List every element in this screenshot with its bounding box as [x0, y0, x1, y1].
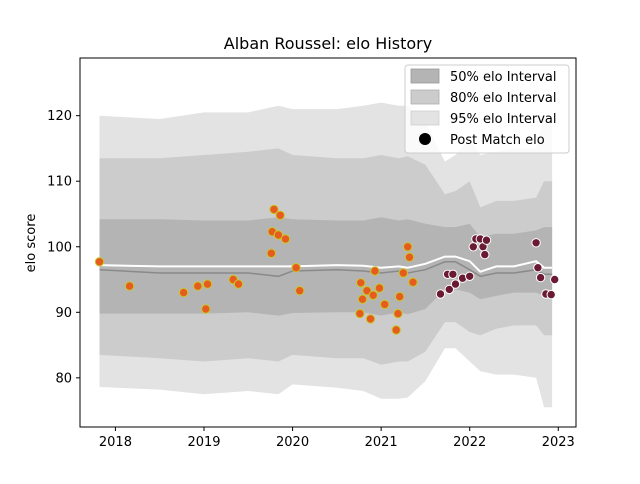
data-point — [391, 325, 401, 335]
data-point — [275, 210, 285, 221]
data-point — [444, 284, 454, 295]
data-point — [365, 314, 376, 324]
data-point — [546, 289, 556, 300]
axes: 2018 2019 2020 2021 2022 2023 80 90 100 110 120 — [47, 57, 577, 450]
data-point — [481, 235, 492, 245]
data-point — [178, 287, 189, 298]
legend-swatch-50 — [410, 68, 440, 84]
x-tick-label: 2023 — [542, 435, 575, 450]
legend-marker-post-match — [419, 133, 431, 145]
data-point — [362, 286, 372, 296]
legend-label-95: 95% elo Interval — [450, 112, 557, 127]
data-point — [357, 294, 368, 304]
y-tick-label: 80 — [55, 371, 72, 386]
x-tick-label: 2018 — [99, 435, 132, 450]
data-point — [355, 308, 365, 319]
data-point — [280, 234, 291, 244]
data-point — [193, 281, 203, 291]
data-point — [380, 299, 390, 310]
legend-label-80: 80% elo Interval — [450, 91, 557, 106]
x-tick-label: 2020 — [276, 435, 309, 450]
legend: 50% elo Interval 80% elo Interval 95% el… — [404, 64, 570, 154]
data-point — [393, 308, 403, 319]
data-point — [480, 249, 490, 260]
data-point — [408, 277, 418, 287]
legend-swatch-95 — [410, 110, 440, 126]
data-point — [266, 248, 276, 259]
y-tick-label: 110 — [47, 175, 72, 190]
data-point — [269, 204, 279, 215]
data-point — [448, 269, 458, 279]
axes-frame — [79, 57, 577, 428]
data-point — [273, 230, 284, 240]
data-point — [233, 279, 244, 289]
data-point — [202, 279, 213, 289]
x-tick-label: 2022 — [453, 435, 486, 450]
legend-frame — [404, 64, 570, 154]
data-point — [368, 290, 378, 300]
legend-label-50: 50% elo Interval — [450, 70, 557, 85]
x-tick-label: 2021 — [365, 435, 398, 450]
data-point — [435, 289, 446, 299]
plot-area — [94, 102, 560, 408]
y-axis-label: elo score — [24, 214, 39, 273]
data-point — [374, 283, 385, 293]
data-point — [533, 263, 543, 273]
data-point — [450, 279, 461, 289]
data-point — [295, 286, 305, 296]
data-point — [465, 271, 475, 281]
data-point — [550, 274, 560, 285]
data-point — [124, 281, 135, 291]
data-point — [395, 291, 405, 302]
chart-title: Alban Roussel: elo History — [224, 34, 432, 53]
data-point — [201, 304, 211, 314]
data-point — [370, 266, 380, 276]
data-point — [398, 268, 408, 278]
y-tick-label: 120 — [47, 109, 72, 124]
data-point — [468, 242, 478, 252]
x-tick-label: 2019 — [187, 435, 220, 450]
data-point — [531, 238, 541, 248]
legend-label-post-match: Post Match elo — [450, 133, 545, 148]
data-point — [404, 252, 415, 262]
mean-line — [99, 255, 553, 273]
data-point — [291, 263, 301, 273]
data-point — [94, 257, 105, 267]
data-point — [535, 272, 546, 283]
y-tick-label: 90 — [55, 306, 72, 321]
y-tick-label: 100 — [47, 240, 72, 255]
legend-swatch-80 — [410, 89, 440, 105]
data-point — [356, 278, 366, 288]
data-point — [403, 242, 413, 252]
